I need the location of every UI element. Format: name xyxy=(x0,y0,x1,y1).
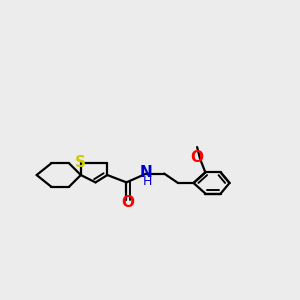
Text: H: H xyxy=(143,175,152,188)
Text: O: O xyxy=(190,150,204,165)
Text: S: S xyxy=(75,155,86,170)
Text: O: O xyxy=(122,195,134,210)
Text: N: N xyxy=(140,165,153,180)
